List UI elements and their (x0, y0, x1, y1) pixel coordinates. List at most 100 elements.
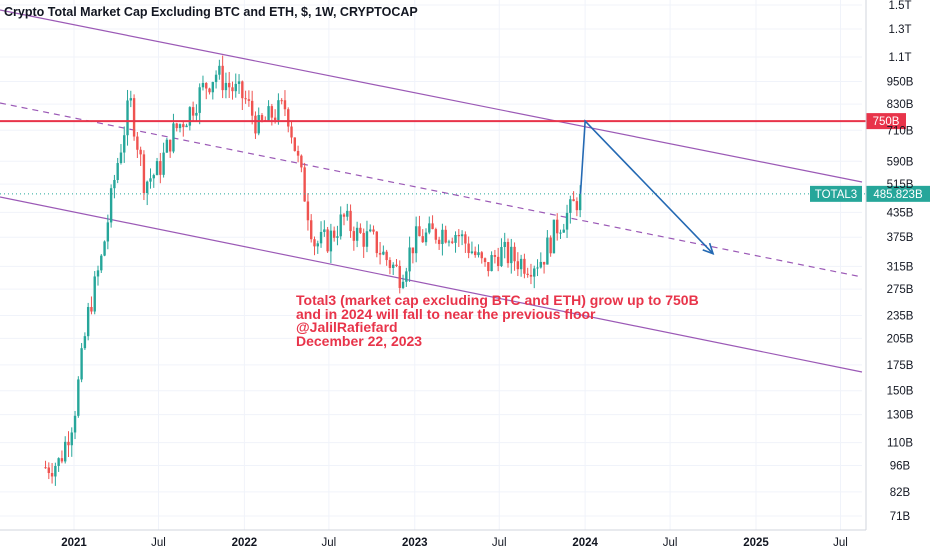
candle-body (283, 100, 287, 110)
candle-body (250, 100, 254, 116)
candle-body (80, 348, 83, 380)
candle-body (273, 117, 277, 121)
candle-body (493, 255, 497, 257)
candle-body (395, 264, 398, 266)
x-tick-label: 2024 (572, 537, 598, 549)
candle-body (109, 188, 113, 223)
candle-body (221, 65, 224, 91)
y-tick-label: 175B (887, 360, 914, 372)
annotation-line: December 22, 2023 (296, 332, 423, 349)
candle-body (529, 274, 533, 277)
candle-body (526, 273, 529, 275)
candle-body (451, 241, 454, 243)
candle-body (287, 109, 290, 127)
candle-body (191, 107, 195, 116)
candle-body (378, 253, 382, 255)
candle-body (129, 98, 133, 101)
y-tick-label: 205B (887, 333, 914, 345)
candle-body (300, 155, 303, 168)
y-tick-label: 110B (887, 438, 913, 450)
candle-body (559, 232, 562, 234)
candle-body (513, 246, 516, 262)
candle-body (182, 124, 185, 128)
candle-body (83, 336, 87, 349)
candle-body (480, 252, 483, 259)
candle-body (575, 201, 579, 211)
candle-body (205, 82, 208, 89)
candle-body (546, 237, 549, 265)
candle-body (90, 306, 93, 312)
candle-body (408, 247, 411, 272)
candle-body (132, 98, 136, 137)
candle-body (349, 210, 352, 232)
candle-body (385, 251, 388, 261)
candle-body (73, 415, 77, 433)
candle-body (201, 82, 205, 88)
candle-body (362, 232, 365, 247)
candle-body (257, 115, 260, 134)
candle-body (565, 212, 569, 230)
y-tick-label: 1.1T (888, 52, 911, 64)
candle-body (44, 467, 47, 469)
last-price-tag (866, 185, 930, 202)
chart-annotation: Total3 (market cap excluding BTC and ETH… (296, 292, 699, 349)
candle-body (477, 252, 480, 256)
candle-body (188, 107, 192, 126)
candle-body (306, 201, 310, 221)
candle-body (542, 261, 546, 265)
projection-line (579, 119, 714, 255)
candle-body (487, 262, 490, 272)
candle-body (277, 100, 280, 121)
candle-body (336, 236, 339, 238)
candle-body (152, 175, 155, 179)
candle-body (195, 112, 198, 116)
y-tick-label: 950B (887, 77, 914, 89)
x-tick-label: Jul (492, 537, 507, 549)
candle-body (372, 229, 375, 232)
candle-body (421, 236, 424, 243)
candle-body (411, 247, 415, 254)
candle-body (103, 241, 106, 256)
horizontal-levels: TOTAL3 485.823B 750B (0, 113, 930, 202)
candle-body (126, 100, 129, 136)
candle-body (382, 251, 385, 255)
candle-body (375, 231, 379, 254)
x-tick-label: Jul (663, 537, 678, 549)
candle-body (290, 126, 293, 138)
candle-body (113, 179, 116, 189)
candle-body (70, 432, 73, 446)
candle-body (437, 239, 441, 245)
candle-body (237, 81, 241, 84)
candle-body (254, 115, 257, 134)
symbol-tag-label: TOTAL3 (815, 189, 857, 201)
candle-body (64, 441, 67, 462)
x-tick-label: Jul (833, 537, 848, 549)
candle-body (296, 150, 300, 156)
candle-body (241, 81, 244, 99)
y-tick-label: 82B (890, 487, 911, 499)
candle-body (474, 251, 477, 256)
candle-body (270, 106, 274, 118)
annotation-line: @JalilRafiefard (296, 319, 398, 335)
candle-body (260, 115, 264, 121)
y-tick-label: 235B (887, 311, 914, 323)
candle-body (339, 214, 342, 237)
candle-body (323, 229, 326, 232)
candle-body (228, 82, 231, 88)
candle-body (359, 227, 362, 233)
candle-body (457, 234, 461, 237)
candle-body (519, 258, 523, 270)
x-tick-label: 2022 (232, 537, 258, 549)
y-tick-label: 515B (887, 179, 914, 191)
candle-body (313, 239, 316, 247)
candle-body (549, 237, 552, 254)
candle-body (444, 229, 447, 243)
y-tick-label: 435B (887, 207, 914, 219)
candle-body (388, 260, 392, 268)
annotation-line: Total3 (market cap excluding BTC and ETH… (296, 292, 699, 308)
y-tick-label: 275B (887, 284, 914, 296)
candle-body (57, 458, 60, 466)
candle-body (175, 123, 178, 129)
y-tick-label: 830B (887, 99, 914, 111)
